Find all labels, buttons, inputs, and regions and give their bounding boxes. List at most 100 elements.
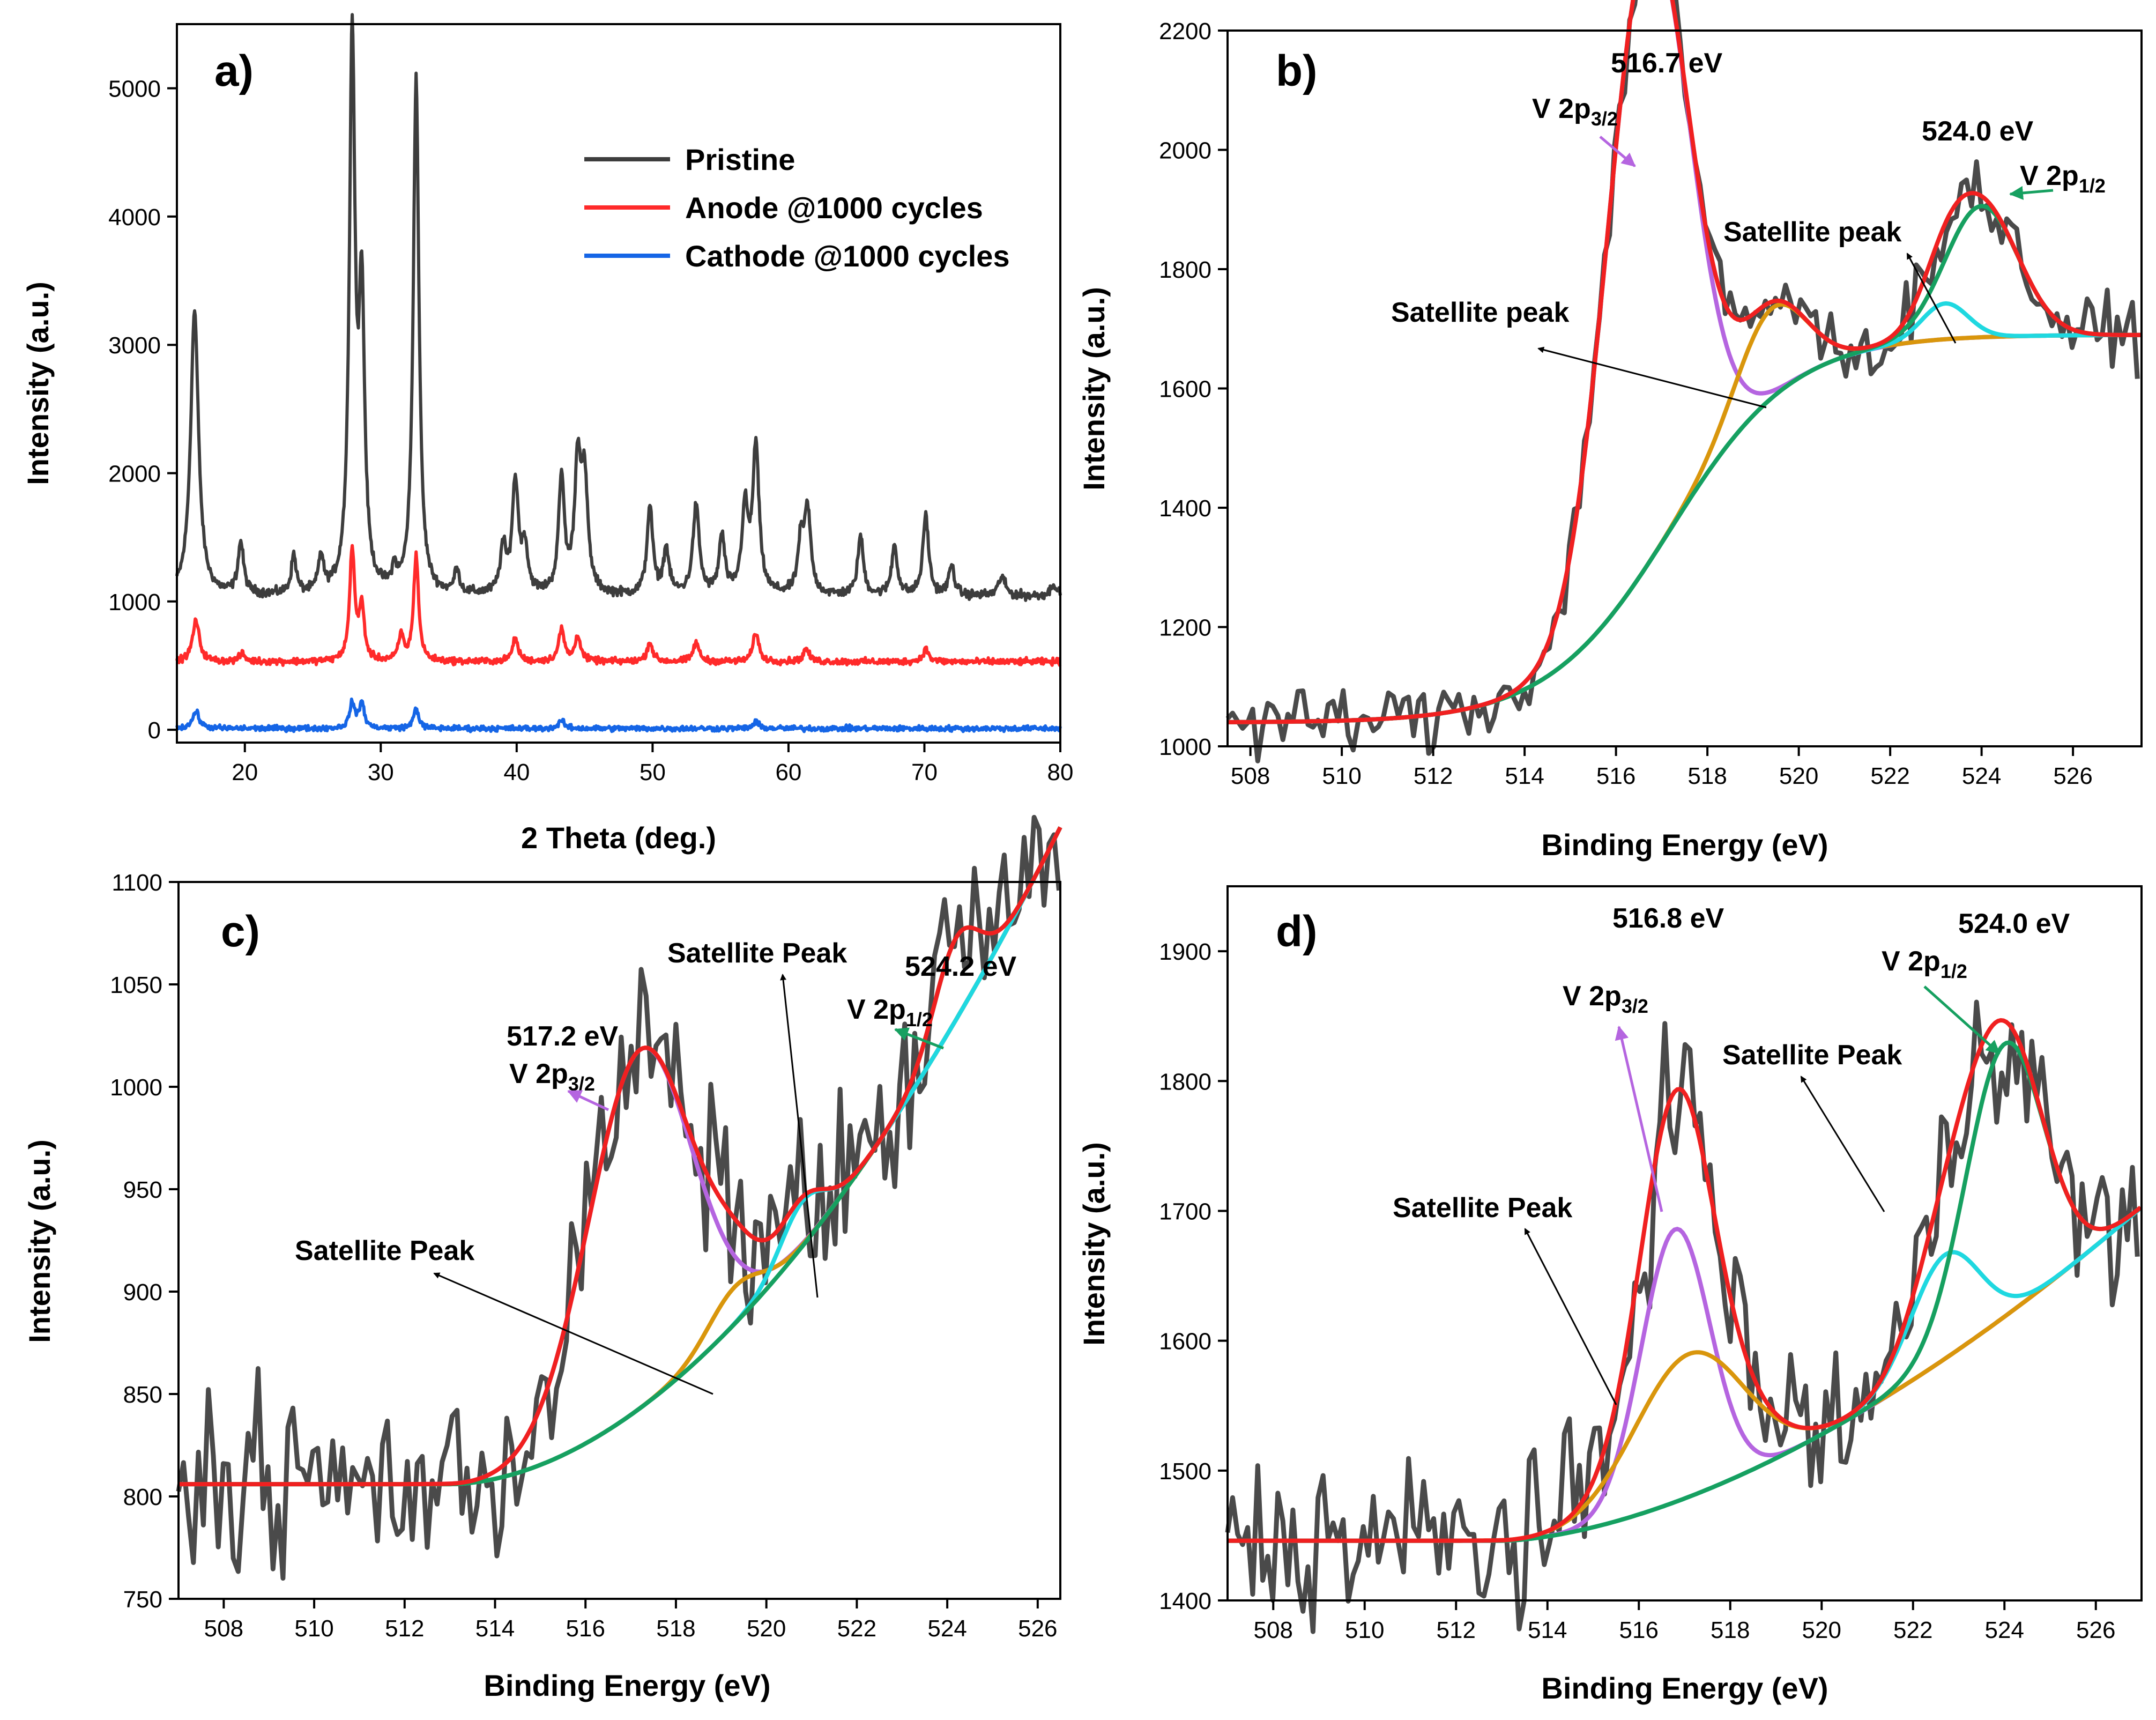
c-satellite-label-1: Satellite Peak	[667, 938, 847, 969]
b-ytick-label: 1000	[1159, 734, 1211, 760]
d-xtick-label: 520	[1802, 1617, 1841, 1643]
b-xtick-label: 508	[1231, 763, 1270, 789]
a-xtick-label: 20	[232, 759, 258, 785]
a-xtick-label: 70	[911, 759, 938, 785]
panel-b-letter: b)	[1276, 47, 1317, 95]
c-ytick-label: 950	[123, 1177, 162, 1203]
c-background-line	[179, 826, 1062, 1486]
d-background-line	[1228, 1206, 2142, 1543]
panel-c-ticks: 508 510 512 514 516 518 520 522 524 526 750 800 850 9…	[110, 870, 1057, 1642]
d-xtick-label: 508	[1254, 1617, 1293, 1643]
d-component-2-line	[1228, 1206, 2142, 1543]
panel-c-plot-area	[176, 814, 1062, 1581]
b-ytick-label: 1200	[1159, 615, 1211, 641]
xrd-series-line-2	[175, 698, 1062, 733]
d-xtick-label: 512	[1437, 1617, 1476, 1643]
c-peak2-energy-label: 524.2 eV	[905, 951, 1016, 982]
a-ytick-label: 5000	[108, 76, 161, 102]
b-xtick-label: 520	[1779, 763, 1818, 789]
c-v2p12-arrow	[894, 1027, 944, 1050]
b-xtick-label: 522	[1870, 763, 1909, 789]
c-satellite-arrow-1	[780, 974, 819, 1298]
legend-label-cathode: Cathode @1000 cycles	[685, 239, 1010, 273]
b-envelope-line	[1227, 0, 2141, 724]
a-xtick-label: 40	[503, 759, 530, 785]
panel-a-ylabel: Intensity (a.u.)	[21, 281, 55, 485]
d-xtick-label: 524	[1985, 1617, 2024, 1643]
c-xtick-label: 520	[747, 1615, 786, 1642]
b-peak2-energy-label: 524.0 eV	[1922, 116, 2033, 147]
panel-b-ylabel: Intensity (a.u.)	[1077, 287, 1111, 491]
b-ytick-label: 1800	[1159, 257, 1211, 283]
legend-label-pristine: Pristine	[685, 143, 795, 176]
a-xtick-label: 60	[775, 759, 801, 785]
d-satellite-arrow-2	[1524, 1228, 1617, 1405]
panel-a-frame	[176, 23, 1061, 744]
c-xtick-label: 510	[294, 1615, 333, 1642]
c-xtick-label: 516	[566, 1615, 605, 1642]
c-ytick-label: 900	[123, 1279, 162, 1306]
a-ytick-label: 0	[148, 717, 161, 744]
c-xtick-label: 514	[475, 1615, 515, 1642]
d-xtick-label: 510	[1345, 1617, 1384, 1643]
panel-d-xps-chart: 508 510 512 514 516 518 520 522 524 526 1400 1500 16…	[1077, 885, 2143, 1705]
panel-b-ticks: 508 510 512 514 516 518 520 522 524 526 1000 1200 14…	[1159, 18, 2093, 789]
a-xtick-label: 80	[1047, 759, 1074, 785]
c-xtick-label: 526	[1018, 1615, 1057, 1642]
d-xtick-label: 526	[2076, 1617, 2115, 1643]
c-xtick-label: 518	[656, 1615, 695, 1642]
b-ytick-label: 1600	[1159, 376, 1211, 403]
d-ytick-label: 1400	[1159, 1588, 1211, 1614]
b-satellite-label-2: Satellite peak	[1391, 297, 1569, 328]
b-ytick-label: 2200	[1159, 18, 1211, 45]
a-xtick-label: 30	[368, 759, 394, 785]
panel-c-annotations: 517.2 eV 524.2 eV V 2p3/2 V 2p1/2 Satell…	[295, 938, 1016, 1395]
c-component-2-line	[179, 826, 1062, 1487]
panel-a-xlabel: 2 Theta (deg.)	[521, 821, 716, 855]
c-satellite-label-2: Satellite Peak	[295, 1235, 474, 1266]
a-ytick-label: 3000	[108, 332, 161, 359]
d-ytick-label: 1900	[1159, 939, 1211, 965]
c-ytick-label: 1100	[111, 870, 162, 896]
d-ytick-label: 1700	[1159, 1198, 1211, 1225]
panel-a-legend: Pristine Anode @1000 cycles Cathode @100…	[584, 143, 1010, 273]
c-ytick-label: 1000	[110, 1074, 162, 1101]
panel-c-xlabel: Binding Energy (eV)	[484, 1669, 770, 1702]
a-ytick-label: 1000	[108, 589, 161, 616]
b-component-3-line	[1227, 204, 2141, 724]
c-v2p32-label: V 2p3/2	[509, 1058, 595, 1095]
c-xtick-label: 524	[927, 1615, 967, 1642]
c-xtick-label: 522	[837, 1615, 876, 1642]
c-component-0-line	[179, 826, 1062, 1487]
d-satellite-label-1: Satellite Peak	[1722, 1040, 1902, 1071]
d-envelope-line	[1228, 1018, 2142, 1543]
b-component-0-line	[1227, 0, 2141, 724]
b-xtick-label: 526	[2053, 763, 2092, 789]
d-raw-data-line	[1225, 999, 2140, 1634]
b-xtick-label: 514	[1505, 763, 1544, 789]
panel-b-annotations: 516.7 eV 524.0 eV V 2p3/2 V 2p1/2 Satell…	[1391, 48, 2106, 409]
b-background-line	[1227, 333, 2141, 724]
d-xtick-label: 514	[1528, 1617, 1567, 1643]
b-satellite-label-1: Satellite peak	[1723, 217, 1901, 248]
d-xtick-label: 518	[1711, 1617, 1750, 1643]
b-xtick-label: 518	[1687, 763, 1727, 789]
panel-c-xps-chart: 508 510 512 514 516 518 520 522 524 526 750 800 850 9…	[23, 814, 1062, 1702]
b-ytick-label: 2000	[1159, 138, 1211, 164]
d-component-1-line	[1228, 1206, 2142, 1543]
b-peak1-energy-label: 516.7 eV	[1611, 48, 1722, 79]
d-v2p32-arrow	[1615, 1026, 1663, 1212]
panel-c-frame	[177, 881, 1061, 1600]
d-component-0-line	[1228, 1206, 2142, 1543]
panel-d-annotations: 516.8 eV 524.0 eV V 2p3/2 V 2p1/2 Satell…	[1393, 903, 2070, 1405]
b-xtick-label: 524	[1962, 763, 2001, 789]
b-v2p32-arrow	[1599, 136, 1636, 167]
c-component-3-line	[179, 826, 1062, 1487]
c-ytick-label: 1050	[110, 972, 162, 998]
d-v2p32-label: V 2p3/2	[1563, 981, 1648, 1017]
panel-d-letter: d)	[1276, 907, 1317, 956]
b-satellite-arrow-1	[1906, 253, 1957, 344]
d-v2p12-label: V 2p1/2	[1882, 946, 1967, 982]
c-ytick-label: 800	[123, 1484, 162, 1510]
